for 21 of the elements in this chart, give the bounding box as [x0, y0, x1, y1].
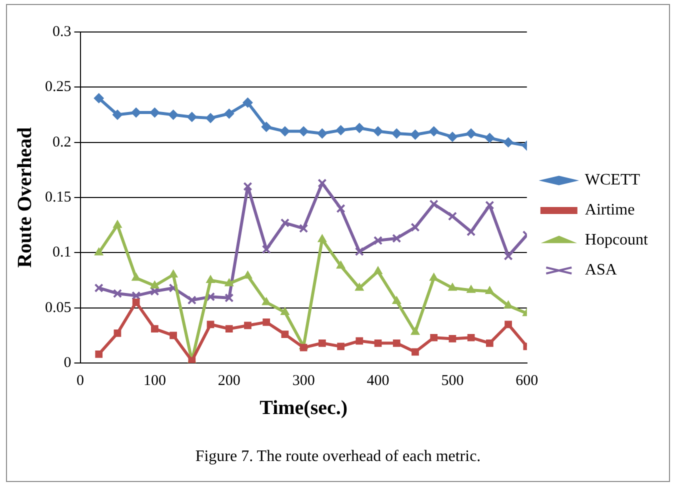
legend-label: Hopcount	[584, 232, 649, 249]
y-tick-label: 0.15	[45, 189, 72, 206]
x-tick-label: 300	[292, 372, 315, 389]
legend-label: Airtime	[584, 202, 635, 219]
x-axis-title: Time(sec.)	[260, 397, 348, 420]
y-tick-label: 0.25	[45, 79, 72, 96]
caption: Figure 7. The route overhead of each metric.	[194, 448, 482, 466]
x-tick-label: 0	[76, 372, 84, 389]
x-tick-label: 100	[143, 372, 166, 389]
y-tick-label: 0.1	[52, 244, 72, 261]
y-tick-label: 0.3	[52, 24, 72, 40]
x-tick-label: 200	[218, 372, 240, 389]
x-tick-label: 600	[516, 372, 538, 389]
y-tick-label: 0	[64, 354, 72, 371]
legend-label: ASA	[584, 262, 618, 279]
x-tick-label: 400	[366, 372, 390, 389]
y-axis-title: Route Overhead	[14, 127, 36, 268]
y-tick-label: 0.2	[52, 134, 72, 150]
y-tick-label: 0.05	[45, 300, 72, 316]
x-tick-label: 500	[441, 372, 464, 389]
legend-label: WCETT	[584, 172, 640, 189]
